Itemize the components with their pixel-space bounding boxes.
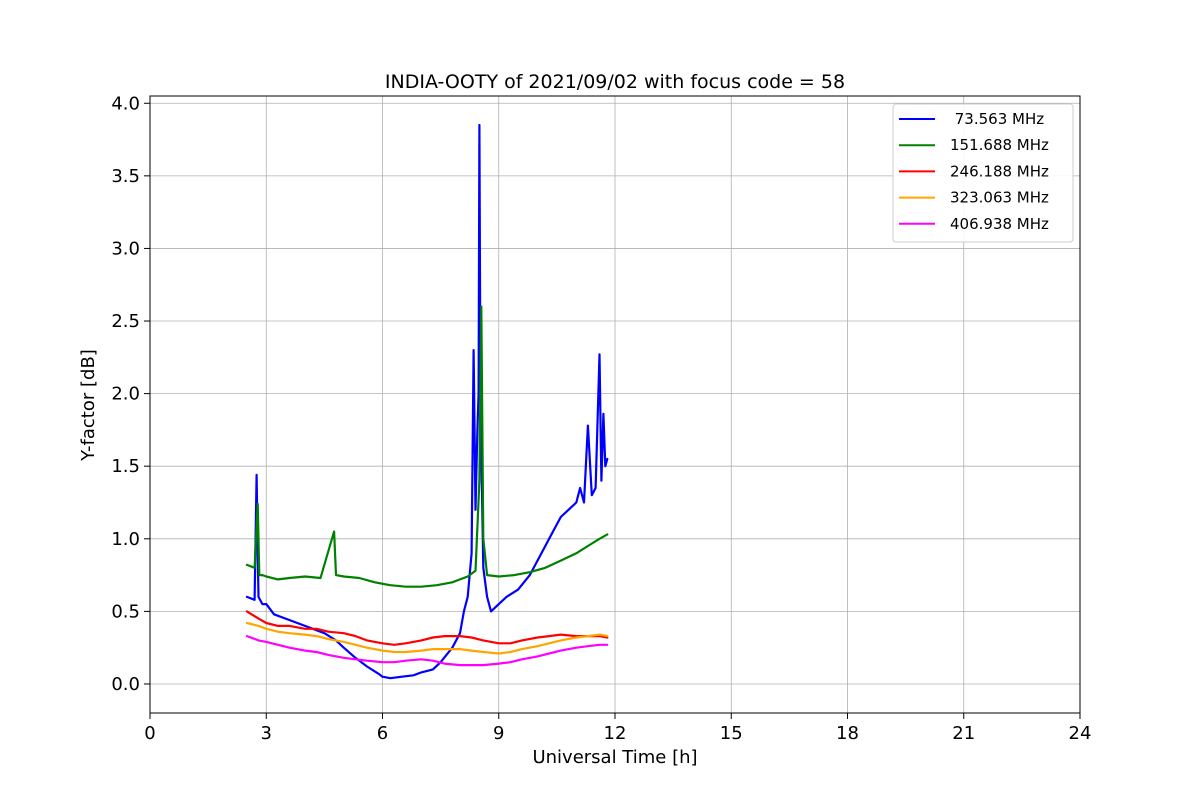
legend-label: 246.188 MHz (950, 162, 1049, 180)
x-tick-label: 3 (261, 723, 272, 744)
series-line-0 (245, 123, 609, 680)
legend-label: 323.063 MHz (950, 189, 1049, 207)
legend-label: 406.938 MHz (950, 215, 1049, 233)
x-axis-label: Universal Time [h] (532, 747, 697, 768)
x-axis: 0 3 6 9 12 15 18 21 24 (144, 713, 1091, 744)
y-axis: 0.0 0.5 1.0 1.5 2.0 2.5 3.0 3.5 4.0 (111, 93, 150, 695)
y-tick-label: 2.0 (111, 384, 140, 405)
x-tick-label: 9 (493, 723, 504, 744)
series-line-3 (245, 621, 609, 655)
series-layer (245, 123, 609, 680)
legend-label: 73.563 MHz (950, 110, 1044, 128)
x-tick-label: 6 (377, 723, 388, 744)
y-tick-label: 4.0 (111, 93, 140, 114)
x-tick-label: 12 (604, 723, 627, 744)
y-tick-label: 0.0 (111, 674, 140, 695)
x-tick-label: 24 (1069, 723, 1092, 744)
y-tick-label: 1.5 (111, 456, 140, 477)
x-tick-label: 21 (952, 723, 975, 744)
y-tick-label: 2.5 (111, 311, 140, 332)
plot-area (245, 123, 609, 680)
y-tick-label: 3.0 (111, 238, 140, 259)
series-line-4 (245, 634, 609, 667)
chart-title: INDIA-OOTY of 2021/09/02 with focus code… (385, 71, 845, 93)
y-tick-label: 1.0 (111, 529, 140, 550)
x-tick-label: 18 (836, 723, 859, 744)
legend-label: 151.688 MHz (950, 136, 1049, 154)
y-tick-label: 0.5 (111, 601, 140, 622)
series-line-1 (245, 305, 609, 588)
legend: 73.563 MHz 151.688 MHz 246.188 MHz 323.063 … (892, 103, 1074, 243)
x-tick-label: 0 (144, 723, 155, 744)
series-line-2 (245, 610, 609, 646)
y-axis-label: Y-factor [dB] (78, 349, 99, 462)
x-tick-label: 15 (720, 723, 743, 744)
y-tick-label: 3.5 (111, 166, 140, 187)
legend-box (892, 103, 1074, 243)
